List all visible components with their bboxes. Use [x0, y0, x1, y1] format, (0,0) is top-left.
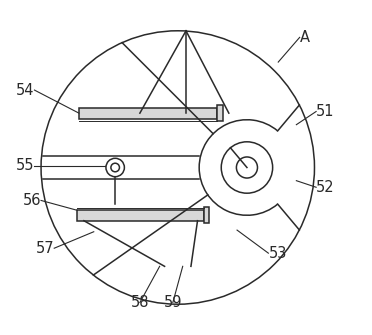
Text: 56: 56: [23, 193, 41, 208]
Bar: [217, 105, 222, 121]
Bar: [79, 108, 217, 119]
Text: A: A: [300, 30, 310, 45]
Bar: [77, 210, 204, 221]
Text: 54: 54: [16, 83, 35, 97]
Text: 52: 52: [316, 180, 335, 195]
Text: 57: 57: [36, 241, 54, 256]
Text: 58: 58: [131, 295, 149, 310]
Text: 53: 53: [268, 246, 287, 261]
Text: 59: 59: [164, 295, 182, 310]
Text: 55: 55: [16, 158, 35, 173]
Text: 51: 51: [316, 104, 335, 119]
Bar: [204, 207, 209, 223]
